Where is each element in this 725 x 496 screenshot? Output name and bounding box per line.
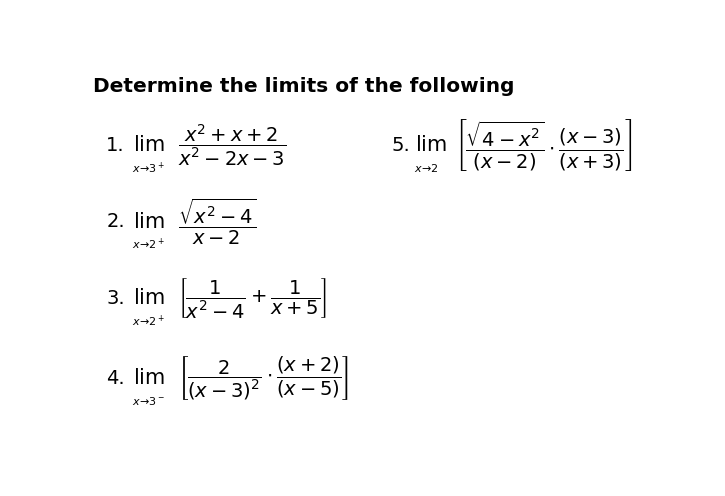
Text: 3.: 3. xyxy=(107,289,125,308)
Text: 5.: 5. xyxy=(392,136,410,155)
Text: $\dfrac{\sqrt{x^2 - 4}}{x - 2}$: $\dfrac{\sqrt{x^2 - 4}}{x - 2}$ xyxy=(178,197,256,247)
Text: $x\!\rightarrow\!2^+$: $x\!\rightarrow\!2^+$ xyxy=(132,313,165,329)
Text: 4.: 4. xyxy=(107,369,125,388)
Text: $\lim$: $\lim$ xyxy=(133,288,165,308)
Text: $x\!\rightarrow\!2$: $x\!\rightarrow\!2$ xyxy=(414,162,439,175)
Text: $\left[\dfrac{1}{x^2 - 4} + \dfrac{1}{x + 5}\right]$: $\left[\dfrac{1}{x^2 - 4} + \dfrac{1}{x … xyxy=(178,276,327,320)
Text: $\dfrac{x^2 + x + 2}{x^2 - 2x - 3}$: $\dfrac{x^2 + x + 2}{x^2 - 2x - 3}$ xyxy=(178,123,286,168)
Text: $x\!\rightarrow\!2^+$: $x\!\rightarrow\!2^+$ xyxy=(132,237,165,252)
Text: $\lim$: $\lim$ xyxy=(415,135,447,155)
Text: $\lim$: $\lim$ xyxy=(133,135,165,155)
Text: $\left[\dfrac{2}{(x-3)^2} \cdot \dfrac{(x+2)}{(x-5)}\right]$: $\left[\dfrac{2}{(x-3)^2} \cdot \dfrac{(… xyxy=(178,354,349,403)
Text: $\lim$: $\lim$ xyxy=(133,212,165,232)
Text: $x\!\rightarrow\!3^+$: $x\!\rightarrow\!3^+$ xyxy=(132,161,165,176)
Text: $x\!\rightarrow\!3^-$: $x\!\rightarrow\!3^-$ xyxy=(132,395,165,407)
Text: Determine the limits of the following: Determine the limits of the following xyxy=(94,77,515,96)
Text: 2.: 2. xyxy=(107,212,125,231)
Text: 1.: 1. xyxy=(107,136,125,155)
Text: $\left[\dfrac{\sqrt{4 - x^2}}{(x-2)} \cdot \dfrac{(x-3)}{(x+3)}\right]$: $\left[\dfrac{\sqrt{4 - x^2}}{(x-2)} \cd… xyxy=(455,118,631,174)
Text: $\lim$: $\lim$ xyxy=(133,369,165,388)
